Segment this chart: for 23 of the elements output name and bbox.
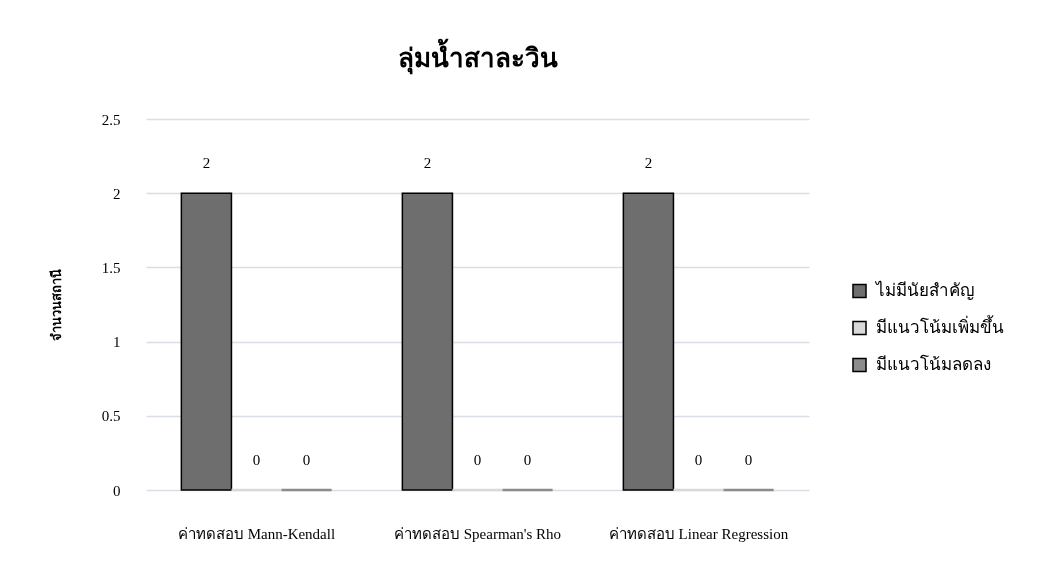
data-label: 2: [202, 155, 211, 172]
y-axis-title: จำนวนสถานี: [48, 269, 64, 341]
legend-label: มีแนวโน้มเพิ่มขึ้น: [876, 315, 1004, 337]
data-label: 0: [694, 452, 703, 468]
data-label: 2: [644, 155, 653, 172]
x-tick-label: ค่าทดสอบ Linear Regression: [608, 525, 789, 542]
x-tick-label: ค่าทดสอบ Spearman's Rho: [393, 525, 562, 542]
data-label: 0: [302, 452, 311, 468]
data-label: 0: [744, 452, 753, 468]
y-tick-label: 0.5: [101, 408, 121, 425]
data-label: 2: [423, 155, 432, 172]
y-tick-label: 2.5: [101, 111, 121, 128]
y-tick-label: 1.5: [101, 259, 121, 276]
chart-title: ลุ่มน้ำสาละวิน: [397, 38, 558, 75]
legend-label: มีแนวโน้มลดลง: [876, 354, 991, 374]
legend-label: ไม่มีนัยสำคัญ: [874, 280, 974, 300]
data-label: 0: [523, 452, 532, 468]
y-tick-label: 0: [113, 482, 121, 499]
y-tick-label: 2: [113, 185, 121, 202]
y-tick-label: 1: [113, 334, 121, 351]
x-tick-label: ค่าทดสอบ Mann-Kendall: [177, 525, 336, 542]
data-label: 0: [252, 452, 261, 468]
data-label: 0: [473, 452, 482, 468]
